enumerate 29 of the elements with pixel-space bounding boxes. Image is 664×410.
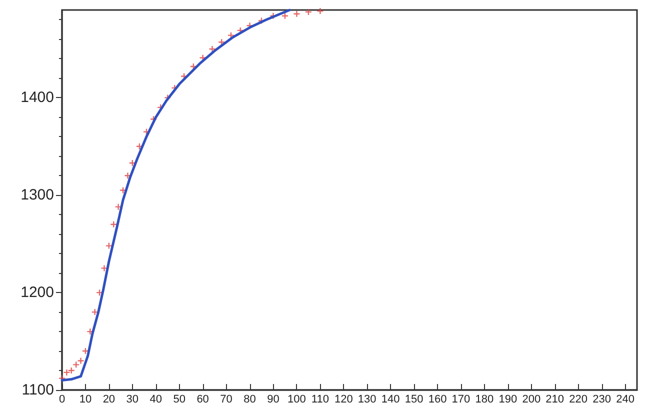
- x-tick-label: 180: [475, 394, 494, 406]
- y-tick-label: 1400: [20, 89, 54, 106]
- x-tick-label: 240: [616, 394, 634, 406]
- x-tick-label: 210: [546, 394, 564, 406]
- x-tick-label: 80: [244, 394, 256, 406]
- x-tick-label: 160: [428, 394, 447, 406]
- x-tick-label: 40: [150, 394, 162, 406]
- x-tick-label: 20: [102, 394, 116, 406]
- x-tick-label: 100: [288, 394, 306, 406]
- x-tick-label: 170: [452, 394, 470, 406]
- x-tick-label: 140: [381, 394, 400, 406]
- x-tick-label: 70: [220, 394, 232, 406]
- x-tick-label: 60: [196, 394, 209, 406]
- x-tick-label: 90: [267, 394, 280, 406]
- y-tick-label: 1100: [22, 382, 54, 398]
- x-tick-label: 220: [569, 394, 588, 406]
- x-tick-label: 190: [498, 394, 518, 406]
- x-tick-label: 30: [126, 394, 139, 406]
- x-tick-label: 120: [334, 394, 353, 406]
- x-tick-label: 230: [592, 394, 611, 406]
- x-tick-label: 50: [173, 394, 186, 406]
- x-tick-label: 150: [404, 394, 424, 406]
- x-tick-label: 0: [58, 394, 66, 406]
- y-tick-label: 1300: [20, 186, 54, 204]
- x-tick-label: 110: [311, 394, 329, 406]
- x-tick-label: 10: [79, 394, 92, 406]
- y-tick-label: 1200: [20, 284, 54, 302]
- x-tick-label: 200: [522, 394, 541, 406]
- x-tick-label: 130: [358, 394, 376, 406]
